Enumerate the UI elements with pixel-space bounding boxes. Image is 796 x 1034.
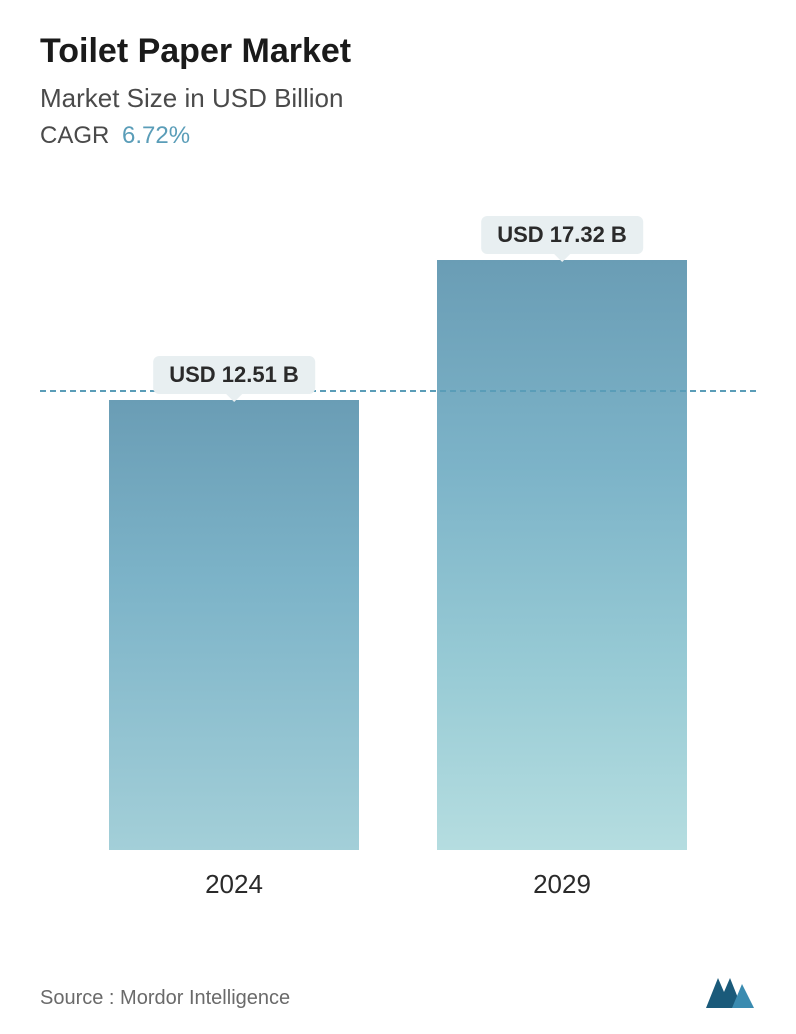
chart-area: USD 12.51 B USD 17.32 B 2024 2029: [40, 200, 756, 900]
reference-line: [40, 390, 756, 392]
x-label-2024: 2024: [109, 869, 359, 900]
bar-2024: USD 12.51 B: [109, 400, 359, 850]
value-badge-2029: USD 17.32 B: [481, 216, 643, 254]
bar-group-2029: USD 17.32 B: [437, 260, 687, 850]
x-axis-labels: 2024 2029: [40, 869, 756, 900]
cagr-value: 6.72%: [122, 122, 190, 149]
bar-group-2024: USD 12.51 B: [109, 400, 359, 850]
bar-2029: USD 17.32 B: [437, 260, 687, 850]
x-label-2029: 2029: [437, 869, 687, 900]
chart-subtitle: Market Size in USD Billion: [40, 83, 756, 114]
cagr-row: CAGR 6.72%: [40, 122, 756, 150]
chart-container: Toilet Paper Market Market Size in USD B…: [0, 0, 796, 1034]
cagr-label: CAGR: [40, 122, 109, 149]
chart-title: Toilet Paper Market: [40, 32, 756, 71]
bars-wrapper: USD 12.51 B USD 17.32 B: [40, 210, 756, 850]
source-text: Source : Mordor Intelligence: [40, 987, 290, 1010]
value-badge-2024: USD 12.51 B: [153, 356, 315, 394]
mordor-logo-icon: [704, 970, 756, 1010]
footer: Source : Mordor Intelligence: [40, 970, 756, 1010]
